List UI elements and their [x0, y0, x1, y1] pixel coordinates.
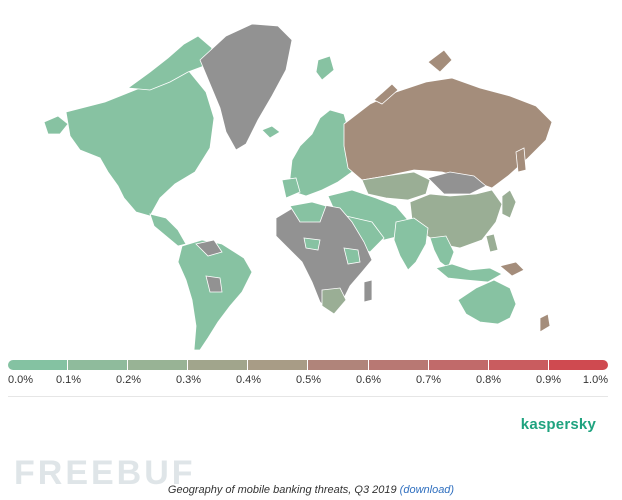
scale-label: 0.5%	[296, 374, 322, 386]
color-scale-labels: 0.0% 0.1% 0.2% 0.3% 0.4% 0.5% 0.6% 0.7% 0.8% 0.9%…	[8, 374, 608, 388]
south-africa	[321, 287, 347, 315]
scale-label: 1.0%	[582, 374, 608, 386]
scale-segment	[368, 360, 429, 370]
scale-label: 0.4%	[236, 374, 262, 386]
scale-segment	[428, 360, 489, 370]
scale-segment	[308, 360, 369, 370]
color-scale-bar	[8, 360, 608, 370]
scale-segment	[248, 360, 309, 370]
kazakhstan	[361, 171, 431, 201]
scale-label: 0.1%	[56, 374, 82, 386]
japan	[501, 189, 517, 219]
scale-segment	[488, 360, 549, 370]
iceland	[261, 125, 281, 139]
scale-label: 0.6%	[356, 374, 382, 386]
east-africa	[343, 247, 361, 265]
new-zealand	[539, 313, 551, 333]
australia	[457, 279, 517, 325]
arctic-islands	[126, 35, 213, 91]
kaspersky-logo: kaspersky	[520, 416, 596, 433]
scale-label: 0.2%	[116, 374, 142, 386]
north-america	[65, 69, 215, 217]
freebuf-watermark: FREEBUF	[14, 454, 196, 492]
scale-segment	[128, 360, 189, 370]
west-africa-green	[303, 237, 321, 251]
scale-segment	[188, 360, 249, 370]
scale-label: 0.8%	[476, 374, 502, 386]
scale-label: 0.7%	[416, 374, 442, 386]
scale-segment	[8, 360, 69, 370]
africa	[275, 203, 373, 313]
scale-segment	[68, 360, 129, 370]
scale-segment	[548, 360, 608, 370]
novaya-zemlya	[373, 83, 399, 105]
central-america	[149, 213, 187, 247]
northern-south-america	[195, 239, 223, 257]
download-link[interactable]: (download)	[399, 484, 455, 496]
indonesia	[435, 263, 503, 283]
madagascar	[363, 279, 373, 303]
bolivia	[205, 275, 223, 293]
caption-text: Geography of mobile banking threats, Q3 …	[167, 484, 397, 496]
greenland	[199, 23, 293, 151]
svalbard	[315, 55, 335, 81]
alaska	[43, 115, 69, 135]
scale-label: 0.3%	[176, 374, 202, 386]
mongolia	[427, 171, 487, 195]
divider	[8, 396, 608, 397]
south-america	[177, 239, 253, 350]
philippines	[485, 233, 499, 253]
severnaya-zemlya	[427, 49, 453, 73]
india	[393, 217, 429, 271]
scale-label: 0.9%	[536, 374, 562, 386]
iberia	[281, 177, 301, 199]
world-map	[43, 23, 553, 350]
scale-label: 0.0%	[8, 374, 34, 386]
sakhalin	[515, 147, 527, 173]
caption: Geography of mobile banking threats, Q3 …	[0, 484, 622, 496]
new-guinea	[499, 261, 525, 277]
north-africa	[289, 201, 327, 223]
